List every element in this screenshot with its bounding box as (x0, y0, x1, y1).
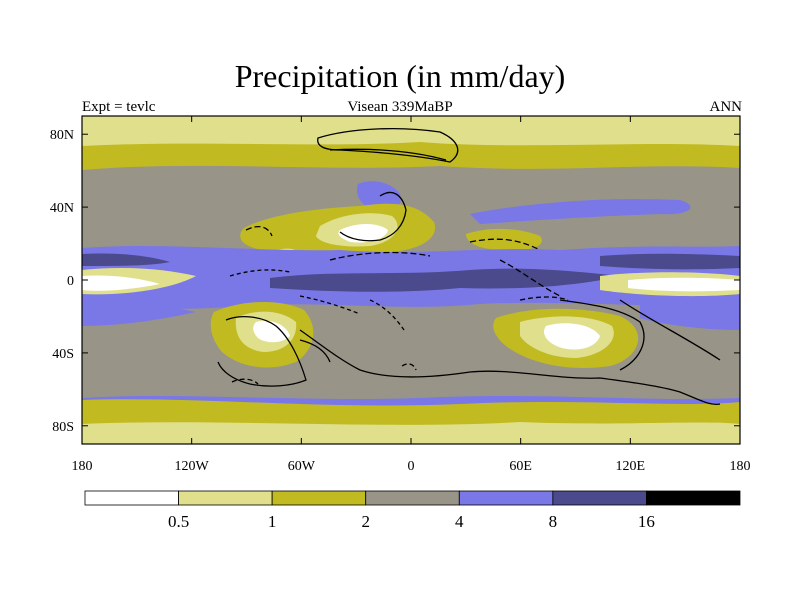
gondwana-coast (299, 329, 721, 406)
lon-tick-label: 60E (509, 459, 532, 474)
lon-tick-label: 0 (408, 459, 415, 474)
map-title: Precipitation (in mm/day) (234, 58, 566, 94)
lon-tick-label: 120W (175, 459, 210, 474)
equatorial-island-chain (229, 269, 405, 331)
lon-tick-label: 180 (72, 459, 93, 474)
equatorial-east-white (628, 277, 740, 292)
experiment-label: Expt = tevlc (82, 99, 156, 115)
south-america-white (253, 320, 290, 343)
australia-coast (559, 299, 721, 371)
lon-tick-label: 60W (288, 459, 316, 474)
latitude-axis: 80N 40N 0 40S 80S (50, 128, 740, 435)
colorbar-level-label: 2 (361, 512, 370, 531)
colorbar-level-label: 8 (549, 512, 558, 531)
southern-ocean-islands (231, 296, 569, 385)
colorbar: 0.5 1 2 4 8 16 (84, 490, 741, 531)
coastlines (217, 128, 721, 406)
colorbar-swatch (365, 490, 460, 506)
lat-tick-label: 0 (67, 274, 74, 289)
lon-tick-label: 120E (616, 459, 646, 474)
lat-tick-label: 80N (50, 128, 74, 143)
equatorial-dark-band-west (82, 253, 170, 266)
equatorial-dark-band-central (270, 268, 620, 292)
colorbar-level-label: 0.5 (168, 512, 189, 531)
colorbar-level-label: 16 (638, 512, 655, 531)
colorbar-swatch (271, 490, 367, 506)
period-label: Visean 339MaBP (347, 99, 453, 115)
colorbar-swatch (84, 490, 179, 506)
longitude-axis: 180 120W 60W 0 60E 120E 180 (72, 116, 751, 474)
northern-landmass-coast (329, 148, 447, 242)
south-east-blue-strip (640, 300, 740, 330)
lat-tick-label: 40N (50, 201, 74, 216)
north-pacific-blue (470, 198, 691, 224)
lat-tick-label: 80S (52, 420, 74, 435)
colorbar-level-label: 1 (268, 512, 277, 531)
season-label: ANN (709, 99, 743, 115)
map-plot-area (82, 116, 740, 444)
asia-olive (466, 228, 542, 251)
equatorial-dark-band-east (600, 253, 740, 270)
south-west-blue-strip (82, 299, 196, 326)
lon-tick-label: 180 (730, 459, 751, 474)
colorbar-level-label: 4 (455, 512, 464, 531)
colorbar-swatch (178, 490, 273, 506)
australia-white (543, 323, 600, 350)
lat-tick-label: 40S (52, 347, 74, 362)
tropical-islands-coast (245, 225, 561, 297)
south-america-coast (217, 315, 331, 387)
colorbar-swatch (552, 490, 647, 506)
colorbar-swatch (458, 490, 554, 506)
colorbar-swatch (646, 490, 741, 506)
south-polar-pale-band (82, 422, 740, 444)
equatorial-west-white (82, 275, 160, 291)
